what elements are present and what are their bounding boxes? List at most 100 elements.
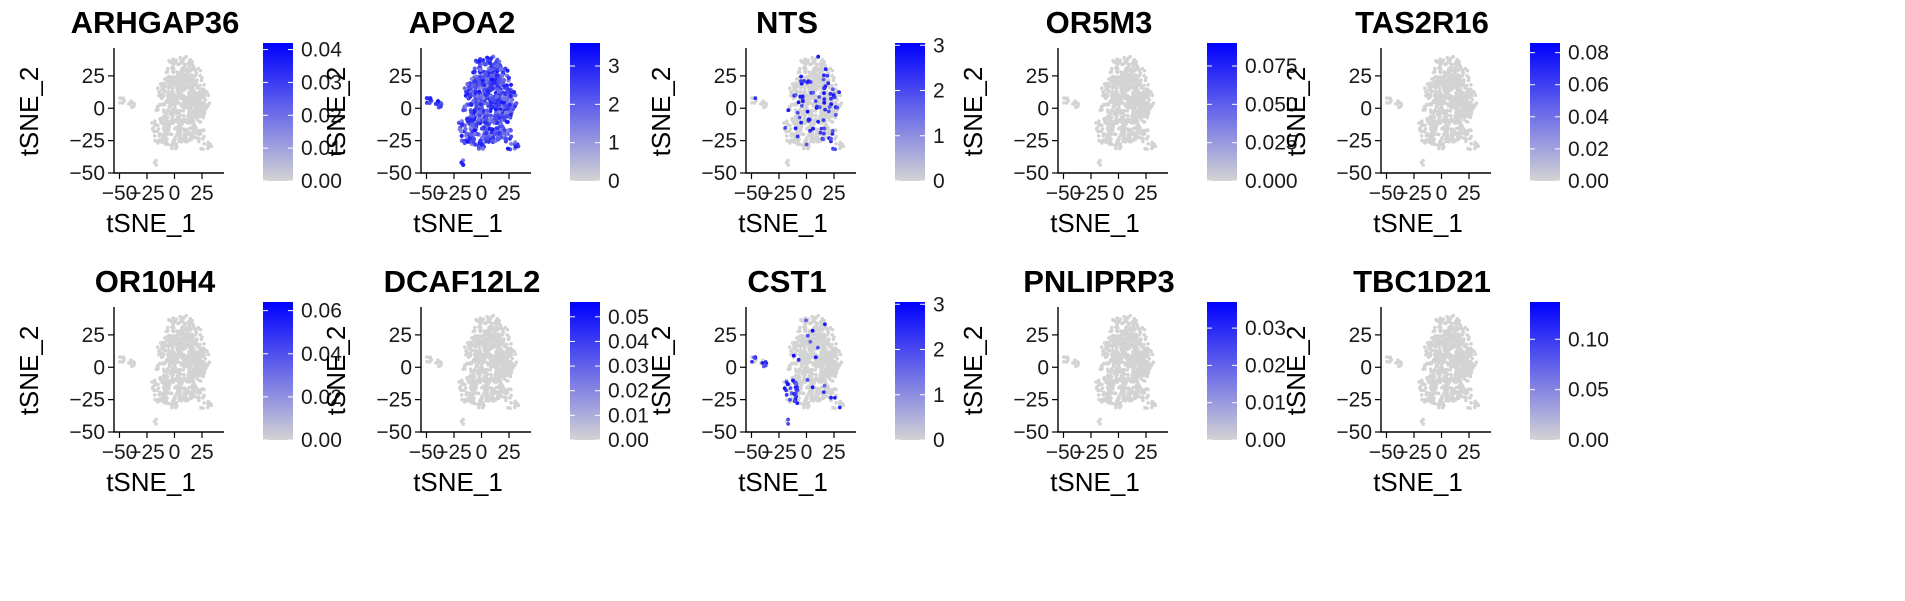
expression-point <box>821 118 826 122</box>
expression-point <box>478 67 483 72</box>
expression-point <box>804 318 808 323</box>
expression-point <box>827 105 832 109</box>
expression-point <box>484 121 489 126</box>
expression-point <box>485 135 490 141</box>
x-tick-label: −25 <box>436 182 472 205</box>
expression-point <box>796 100 801 105</box>
panel-title: OR10H4 <box>95 264 216 299</box>
y-axis-title: tSNE_2 <box>1281 67 1311 157</box>
expression-point <box>489 64 494 69</box>
color-bar <box>895 43 925 181</box>
y-tick-label: 25 <box>1026 65 1049 88</box>
legend-tick-label: 0.00 <box>1245 429 1286 452</box>
expression-point <box>459 138 465 143</box>
x-tick-label: −25 <box>761 441 797 464</box>
x-tick-label: −50 <box>102 441 138 464</box>
y-tick-label: −50 <box>69 421 105 444</box>
legend-tick-label: 2 <box>608 93 620 116</box>
x-tick-label: −50 <box>734 182 770 205</box>
x-axis-title: tSNE_1 <box>413 208 503 238</box>
expression-point <box>493 131 498 136</box>
legend-tick-label: 0.04 <box>608 330 649 353</box>
expression-point <box>484 131 489 136</box>
expression-point <box>752 355 757 360</box>
expression-point <box>495 87 500 92</box>
expression-point <box>825 73 830 78</box>
expression-point <box>822 100 827 105</box>
y-tick-label: −25 <box>1336 130 1372 153</box>
cell-points <box>118 313 214 426</box>
legend-tick-label: 0.03 <box>1245 317 1286 340</box>
x-tick-label: −50 <box>102 182 138 205</box>
x-tick-label: 25 <box>497 182 520 205</box>
expression-point <box>461 162 466 167</box>
color-bar <box>570 43 600 181</box>
y-tick-label: −50 <box>1013 162 1049 185</box>
legend-tick-label: 0 <box>933 429 945 452</box>
expression-point <box>491 119 496 124</box>
expression-point <box>477 59 482 64</box>
expression-point <box>489 73 494 78</box>
y-tick-label: 25 <box>1349 324 1372 347</box>
x-axis-title: tSNE_1 <box>1050 208 1140 238</box>
expression-point <box>496 136 501 141</box>
y-tick-label: −50 <box>701 421 737 444</box>
y-axis-title: tSNE_2 <box>14 67 44 157</box>
y-axis-title: tSNE_2 <box>321 326 351 416</box>
y-tick-label: −25 <box>69 389 105 412</box>
expression-point <box>463 127 468 132</box>
legend-tick-label: 3 <box>933 34 945 57</box>
expression-point <box>496 131 501 136</box>
expression-point <box>833 113 838 117</box>
expression-point <box>835 105 840 110</box>
y-tick-label: 0 <box>400 97 412 120</box>
y-tick-label: −25 <box>701 130 737 153</box>
y-tick-label: 25 <box>714 324 737 347</box>
color-legend: 0.00 0.02 0.04 0.06 <box>263 300 342 452</box>
x-tick-label: 25 <box>1134 441 1157 464</box>
y-tick-label: −25 <box>701 389 737 412</box>
cell-points <box>1062 54 1158 167</box>
expression-point <box>794 387 799 392</box>
cell-cloud <box>750 313 846 426</box>
legend-tick-label: 0.01 <box>608 404 649 427</box>
cell-cloud <box>1385 54 1481 167</box>
x-tick-label: −50 <box>409 441 445 464</box>
y-tick-label: −50 <box>1336 162 1372 185</box>
y-axis-title: tSNE_2 <box>14 326 44 416</box>
y-tick-label: 0 <box>1360 97 1372 120</box>
color-bar <box>1207 43 1237 181</box>
cell-points <box>750 313 846 426</box>
y-tick-label: 25 <box>82 65 105 88</box>
x-tick-label: 0 <box>801 182 813 205</box>
expression-point <box>794 394 798 399</box>
expression-point <box>469 76 474 82</box>
x-tick-label: 0 <box>476 441 488 464</box>
expression-point <box>497 115 502 121</box>
expression-point <box>811 126 815 131</box>
expression-point <box>505 146 511 151</box>
y-tick-label: −25 <box>1336 389 1372 412</box>
x-tick-label: −25 <box>1073 182 1109 205</box>
expression-point <box>485 92 490 97</box>
expression-point <box>475 76 480 81</box>
expression-point <box>831 146 835 151</box>
x-tick-label: 0 <box>1436 441 1448 464</box>
y-tick-label: −50 <box>701 162 737 185</box>
expression-point <box>494 73 499 78</box>
expression-point <box>828 92 833 96</box>
expression-point <box>791 378 795 383</box>
expression-point <box>514 101 519 106</box>
color-legend: 0 1 2 3 <box>895 293 945 452</box>
panel-title: TBC1D21 <box>1353 264 1491 299</box>
x-tick-label: −25 <box>129 441 165 464</box>
expression-point <box>497 79 502 84</box>
x-tick-label: 25 <box>822 182 845 205</box>
x-axis-title: tSNE_1 <box>106 208 196 238</box>
cell-points <box>118 54 214 167</box>
expression-point <box>498 119 503 124</box>
legend-tick-label: 0.02 <box>1568 138 1609 161</box>
y-tick-label: −25 <box>1013 389 1049 412</box>
